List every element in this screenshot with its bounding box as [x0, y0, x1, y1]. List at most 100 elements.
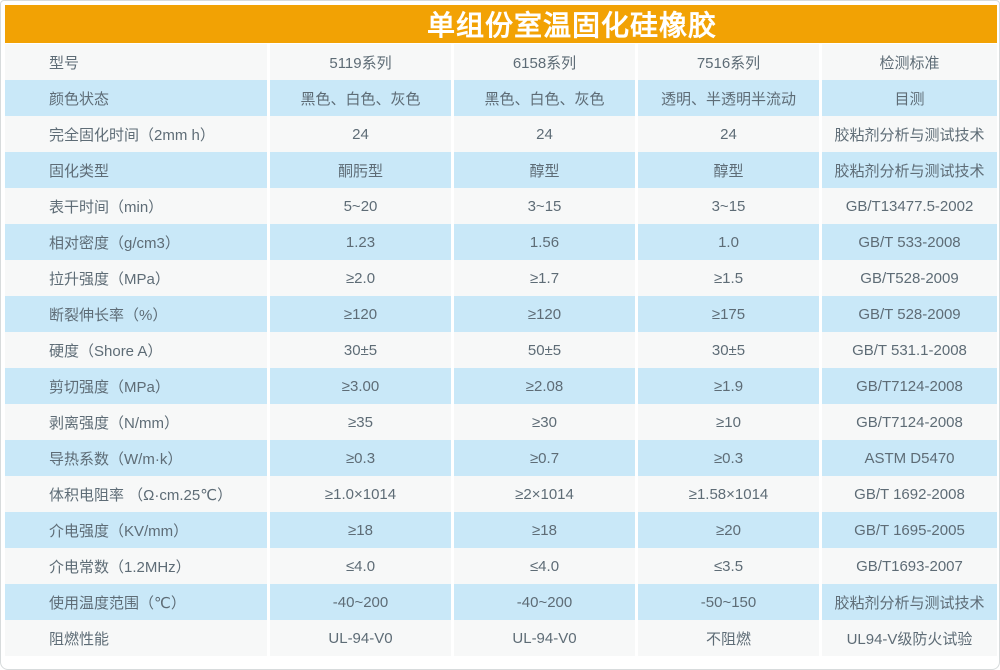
standard-value: GB/T13477.5-2002 [822, 188, 997, 224]
cell-value: ≥18 [454, 512, 635, 548]
table-row: 体积电阻率 （Ω·cm.25℃） ≥1.0×1014 ≥2×1014 ≥1.58×10… [5, 476, 997, 512]
cell-value: ≥1.7 [454, 260, 635, 296]
cell-value: 醇型 [454, 152, 635, 188]
row-label: 导热系数（W/m·k） [5, 440, 267, 476]
cell-value: ≥1.9 [638, 368, 819, 404]
table-row: 硬度（Shore A） 30±5 50±5 30±5 GB/T 531.1-2008 [5, 332, 997, 368]
page-title: 单组份室温固化硅橡胶 [426, 10, 717, 41]
table-row: 剪切强度（MPa） ≥3.00 ≥2.08 ≥1.9 GB/T7124-2008 [5, 368, 997, 404]
cell-value: 醇型 [638, 152, 819, 188]
cell-value: 5~20 [270, 188, 451, 224]
standard-value: GB/T528-2009 [822, 260, 997, 296]
standard-value: GB/T7124-2008 [822, 368, 997, 404]
cell-value: ≥120 [454, 296, 635, 332]
spec-table-inner: 单组份室温固化硅橡胶 型号 5119系列 6158系列 7516系列 检测标准 颜色状态黑… [5, 5, 997, 656]
cell-value: ≤4.0 [454, 548, 635, 584]
row-label: 完全固化时间（2mm h） [5, 116, 267, 152]
standard-value: GB/T 1692-2008 [822, 476, 997, 512]
cell-value: ≥0.7 [454, 440, 635, 476]
cell-value: 酮肟型 [270, 152, 451, 188]
row-label: 介电常数（1.2MHz） [5, 548, 267, 584]
cell-value: ≥2×1014 [454, 476, 635, 512]
cell-value: 24 [638, 116, 819, 152]
cell-value: 黑色、白色、灰色 [454, 80, 635, 116]
cell-value: ≤3.5 [638, 548, 819, 584]
cell-value: 1.0 [638, 224, 819, 260]
row-label: 剥离强度（N/mm） [5, 404, 267, 440]
table-row: 表干时间（min） 5~20 3~15 3~15 GB/T13477.5-2002 [5, 188, 997, 224]
standard-value: 胶粘剂分析与测试技术 [822, 116, 997, 152]
cell-value: 3~15 [638, 188, 819, 224]
column-header: 7516系列 [638, 44, 819, 80]
column-header: 5119系列 [270, 44, 451, 80]
cell-value: ≥175 [638, 296, 819, 332]
column-header: 6158系列 [454, 44, 635, 80]
standard-value: GB/T7124-2008 [822, 404, 997, 440]
cell-value: 黑色、白色、灰色 [270, 80, 451, 116]
row-label: 表干时间（min） [5, 188, 267, 224]
row-label: 体积电阻率 （Ω·cm.25℃） [5, 476, 267, 512]
row-label: 使用温度范围（℃） [5, 584, 267, 620]
column-header: 型号 [5, 44, 267, 80]
standard-value: GB/T 531.1-2008 [822, 332, 997, 368]
cell-value: 50±5 [454, 332, 635, 368]
cell-value: 不阻燃 [638, 620, 819, 656]
row-label: 介电强度（KV/mm） [5, 512, 267, 548]
cell-value: ≥18 [270, 512, 451, 548]
row-label: 相对密度（g/cm3） [5, 224, 267, 260]
cell-value: ≥120 [270, 296, 451, 332]
table-row: 使用温度范围（℃） -40~200 -40~200 -50~150 胶粘剂分析与测试技术 [5, 584, 997, 620]
column-header: 检测标准 [822, 44, 997, 80]
standard-value: 目测 [822, 80, 997, 116]
cell-value: UL-94-V0 [454, 620, 635, 656]
cell-value: ≥0.3 [638, 440, 819, 476]
table-row: 颜色状态 黑色、白色、灰色 黑色、白色、灰色 透明、半透明半流动 目测 [5, 80, 997, 116]
cell-value: UL-94-V0 [270, 620, 451, 656]
cell-value: ≥1.58×1014 [638, 476, 819, 512]
table-row: 导热系数（W/m·k） ≥0.3 ≥0.7 ≥0.3 ASTM D5470 [5, 440, 997, 476]
row-label: 阻燃性能 [5, 620, 267, 656]
standard-value: GB/T 533-2008 [822, 224, 997, 260]
cell-value: 24 [270, 116, 451, 152]
cell-value: 24 [454, 116, 635, 152]
table-title-bar: 单组份室温固化硅橡胶 [5, 5, 997, 43]
table-row: 断裂伸长率（%） ≥120 ≥120 ≥175 GB/T 528-2009 [5, 296, 997, 332]
cell-value: ≥0.3 [270, 440, 451, 476]
table-row: 阻燃性能 UL-94-V0 UL-94-V0 不阻燃 UL94-V级防火试验 [5, 620, 997, 656]
standard-value: 胶粘剂分析与测试技术 [822, 152, 997, 188]
standard-value: ASTM D5470 [822, 440, 997, 476]
spec-table: 型号 5119系列 6158系列 7516系列 检测标准 颜色状态 黑色、白色、灰色 黑色、白… [5, 44, 997, 656]
cell-value: ≥3.00 [270, 368, 451, 404]
row-label: 拉升强度（MPa） [5, 260, 267, 296]
cell-value: ≥20 [638, 512, 819, 548]
table-row: 固化类型 酮肟型 醇型 醇型 胶粘剂分析与测试技术 [5, 152, 997, 188]
cell-value: ≥35 [270, 404, 451, 440]
cell-value: 30±5 [270, 332, 451, 368]
table-row: 剥离强度（N/mm） ≥35 ≥30 ≥10 GB/T7124-2008 [5, 404, 997, 440]
cell-value: ≥2.0 [270, 260, 451, 296]
cell-value: ≥2.08 [454, 368, 635, 404]
table-row: 介电强度（KV/mm） ≥18 ≥18 ≥20 GB/T 1695-2005 [5, 512, 997, 548]
standard-value: UL94-V级防火试验 [822, 620, 997, 656]
cell-value: ≤4.0 [270, 548, 451, 584]
cell-value: 3~15 [454, 188, 635, 224]
cell-value: 30±5 [638, 332, 819, 368]
table-row: 相对密度（g/cm3） 1.23 1.56 1.0 GB/T 533-2008 [5, 224, 997, 260]
cell-value: ≥10 [638, 404, 819, 440]
cell-value: ≥1.0×1014 [270, 476, 451, 512]
cell-value: -50~150 [638, 584, 819, 620]
standard-value: GB/T 528-2009 [822, 296, 997, 332]
cell-value: -40~200 [454, 584, 635, 620]
cell-value: 1.56 [454, 224, 635, 260]
standard-value: GB/T 1695-2005 [822, 512, 997, 548]
row-label: 断裂伸长率（%） [5, 296, 267, 332]
row-label: 固化类型 [5, 152, 267, 188]
cell-value: ≥1.5 [638, 260, 819, 296]
cell-value: 1.23 [270, 224, 451, 260]
table-row: 完全固化时间（2mm h） 24 24 24 胶粘剂分析与测试技术 [5, 116, 997, 152]
row-label: 颜色状态 [5, 80, 267, 116]
row-label: 剪切强度（MPa） [5, 368, 267, 404]
table-row: 拉升强度（MPa） ≥2.0 ≥1.7 ≥1.5 GB/T528-2009 [5, 260, 997, 296]
table-header-row: 型号 5119系列 6158系列 7516系列 检测标准 [5, 44, 997, 80]
